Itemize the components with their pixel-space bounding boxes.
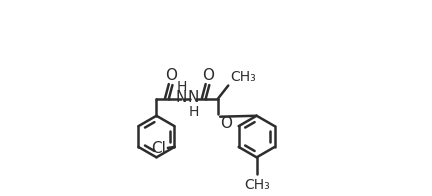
Text: O: O <box>220 116 232 131</box>
Text: O: O <box>203 68 214 83</box>
Text: N: N <box>175 90 187 105</box>
Text: CH₃: CH₃ <box>244 178 270 192</box>
Text: Cl: Cl <box>151 141 166 156</box>
Text: H: H <box>177 80 187 94</box>
Text: O: O <box>165 68 178 83</box>
Text: N: N <box>187 90 199 105</box>
Text: H: H <box>189 105 200 119</box>
Text: CH₃: CH₃ <box>230 70 256 84</box>
